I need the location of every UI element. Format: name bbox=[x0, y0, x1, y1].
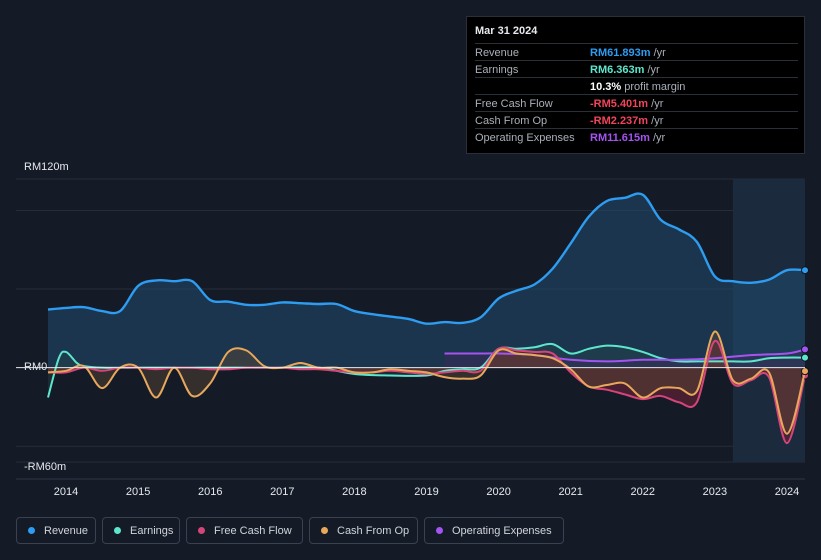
tooltip-value: -RM2.237m /yr bbox=[590, 115, 664, 127]
legend-dot bbox=[28, 527, 35, 534]
x-tick-label: 2018 bbox=[342, 486, 366, 498]
tooltip-value: 10.3% profit margin bbox=[590, 81, 686, 93]
tooltip-value: RM61.893m /yr bbox=[590, 47, 666, 59]
legend-label: Free Cash Flow bbox=[214, 524, 292, 537]
legend-item-free-cash-flow[interactable]: Free Cash Flow bbox=[186, 517, 303, 544]
tooltip-row: Revenue RM61.893m /yr bbox=[475, 43, 798, 61]
earnings-end-point bbox=[801, 353, 809, 362]
tooltip-date: Mar 31 2024 bbox=[475, 25, 538, 37]
y-tick-label: RM120m bbox=[24, 161, 69, 173]
x-tick-label: 2016 bbox=[198, 486, 222, 498]
x-tick-label: 2022 bbox=[631, 486, 655, 498]
tooltip-value: RM11.615m /yr bbox=[590, 132, 666, 144]
legend-dot bbox=[114, 527, 121, 534]
x-tick-label: 2023 bbox=[703, 486, 727, 498]
cash-from-op-area bbox=[48, 331, 805, 434]
tooltip-label: Cash From Op bbox=[475, 115, 548, 127]
revenue-area bbox=[48, 193, 805, 368]
legend-label: Earnings bbox=[130, 524, 174, 537]
legend-item-revenue[interactable]: Revenue bbox=[16, 517, 96, 544]
x-tick-label: 2019 bbox=[414, 486, 438, 498]
revenue-line bbox=[47, 192, 806, 325]
legend-item-operating-expenses[interactable]: Operating Expenses bbox=[424, 517, 564, 544]
y-tick-label: RM0 bbox=[24, 361, 47, 373]
tooltip-label: Revenue bbox=[475, 47, 520, 59]
tooltip-row: Cash From Op -RM2.237m /yr bbox=[475, 111, 798, 129]
tooltip-label: Operating Expenses bbox=[475, 132, 575, 144]
operating-expenses-end-point bbox=[801, 345, 809, 354]
x-tick-label: 2014 bbox=[54, 486, 78, 498]
legend-label: Cash From Op bbox=[337, 524, 410, 537]
legend-dot bbox=[321, 527, 328, 534]
x-tick-label: 2024 bbox=[775, 486, 799, 498]
tooltip-label: Free Cash Flow bbox=[475, 98, 553, 110]
operating-expenses-line bbox=[444, 348, 806, 363]
legend-dot bbox=[436, 527, 443, 534]
x-tick-label: 2017 bbox=[270, 486, 294, 498]
series-areas bbox=[48, 193, 805, 444]
legend-item-earnings[interactable]: Earnings bbox=[102, 517, 180, 544]
legend-item-cash-from-op[interactable]: Cash From Op bbox=[309, 517, 418, 544]
x-tick-label: 2021 bbox=[558, 486, 582, 498]
tooltip-row: Earnings RM6.363m /yr bbox=[475, 60, 798, 78]
tooltip-row: 10.3% profit margin bbox=[475, 77, 798, 95]
legend-label: Operating Expenses bbox=[452, 524, 552, 537]
x-tick-label: 2020 bbox=[486, 486, 510, 498]
tooltip-row: Free Cash Flow -RM5.401m /yr bbox=[475, 94, 798, 112]
series-lines bbox=[16, 192, 809, 445]
legend-label: Revenue bbox=[44, 524, 89, 537]
x-tick-label: 2015 bbox=[126, 486, 150, 498]
tooltip-value: -RM5.401m /yr bbox=[590, 98, 664, 110]
cash-from-op-end-point bbox=[801, 367, 809, 376]
legend-dot bbox=[198, 527, 205, 534]
tooltip-value: RM6.363m /yr bbox=[590, 64, 660, 76]
y-tick-label: -RM60m bbox=[24, 461, 66, 473]
tooltip-row: Operating Expenses RM11.615m /yr bbox=[475, 128, 798, 146]
axis-labels: RM120m RM0 -RM60m 2014 2015 2016 2017 2018 2019 2… bbox=[24, 161, 799, 498]
tooltip-label: Earnings bbox=[475, 64, 519, 76]
revenue-end-point bbox=[801, 266, 809, 275]
tooltip-panel: Mar 31 2024 Revenue RM61.893m /yr Earnings… bbox=[466, 16, 805, 154]
